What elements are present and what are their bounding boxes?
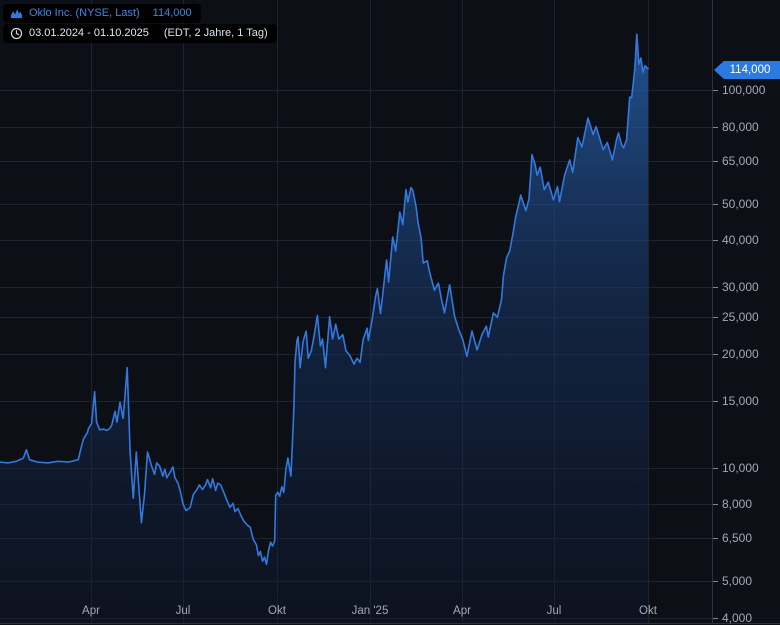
x-axis-label: Okt bbox=[268, 605, 286, 617]
y-axis-label: 40,000 bbox=[722, 233, 759, 247]
y-axis-label: 20,000 bbox=[722, 347, 759, 361]
y-axis-label: 10,000 bbox=[722, 461, 759, 475]
x-axis-label: Apr bbox=[82, 605, 100, 617]
x-axis-label: Jul bbox=[546, 605, 562, 617]
y-axis-label: 100,000 bbox=[722, 83, 766, 97]
y-axis-label: 50,000 bbox=[722, 197, 759, 211]
x-axis-label: Jul bbox=[175, 605, 191, 617]
price-axis[interactable]: 100,000 80,000 65,000 50,000 40,000 30,000 25,… bbox=[712, 0, 780, 625]
symbol-title: Oklo Inc. (NYSE, Last) bbox=[29, 7, 140, 19]
last-price-badge: 114,000 bbox=[714, 61, 780, 79]
y-axis-label: 4,000 bbox=[722, 611, 753, 625]
x-axis-label: Okt bbox=[639, 605, 657, 617]
y-axis-label: 8,000 bbox=[722, 497, 753, 511]
range-legend: 03.01.2024 - 01.10.2025 (EDT, 2 Jahre, 1… bbox=[3, 24, 277, 43]
time-axis[interactable]: Apr Jul Okt Jan '25 Apr Jul Okt bbox=[0, 598, 712, 625]
price-series bbox=[0, 33, 649, 623]
x-axis-label: Jan '25 bbox=[351, 605, 389, 617]
range-detail: (EDT, 2 Jahre, 1 Tag) bbox=[163, 27, 268, 39]
symbol-legend[interactable]: Oklo Inc. (NYSE, Last) 114,000 bbox=[3, 4, 201, 23]
symbol-last-value: 114,000 bbox=[152, 7, 192, 19]
y-axis-label: 15,000 bbox=[722, 394, 759, 408]
area-chart-icon bbox=[10, 7, 23, 20]
clock-icon bbox=[10, 27, 23, 40]
y-axis-label: 30,000 bbox=[722, 280, 759, 294]
y-axis-label: 25,000 bbox=[722, 310, 759, 324]
last-price-value: 114,000 bbox=[729, 64, 771, 76]
y-axis-label: 80,000 bbox=[722, 120, 759, 134]
y-axis-label: 5,000 bbox=[722, 574, 753, 588]
series-line bbox=[0, 33, 649, 566]
date-range: 03.01.2024 - 01.10.2025 bbox=[29, 27, 149, 39]
y-axis-label: 6,500 bbox=[722, 531, 753, 545]
x-axis-label: Apr bbox=[453, 605, 471, 617]
y-axis-label: 65,000 bbox=[722, 154, 759, 168]
series-area bbox=[0, 34, 648, 623]
